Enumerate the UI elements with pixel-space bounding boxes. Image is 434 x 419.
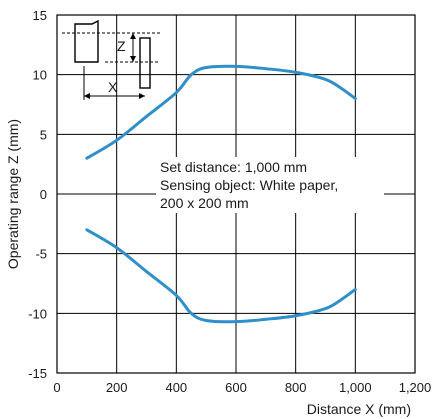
x-arrow-left xyxy=(84,93,90,99)
inset-x-label: X xyxy=(108,79,118,95)
upper-range-curve xyxy=(85,64,357,160)
x-tick-label: 400 xyxy=(165,380,187,395)
annotation-line-2: Sensing object: White paper, xyxy=(160,177,338,193)
tick-label-layer: 0 200 400 600 800 1,000 1,200 15 10 5 0 -5 -10 -15 xyxy=(28,8,431,395)
y-tick-label: -15 xyxy=(28,366,47,381)
y-tick-label: 15 xyxy=(33,8,47,23)
y-axis-title: Operating range Z (mm) xyxy=(5,119,21,269)
x-arrow-right xyxy=(139,93,145,99)
x-tick-label: 800 xyxy=(285,380,307,395)
setup-schematic: Z X xyxy=(62,19,160,100)
curve-layer xyxy=(85,64,357,324)
annotation-line-1: Set distance: 1,000 mm xyxy=(160,159,307,175)
sensor-body xyxy=(74,19,99,63)
inset-z-label: Z xyxy=(117,38,126,54)
y-tick-label: -10 xyxy=(28,306,47,321)
x-axis-title: Distance X (mm) xyxy=(307,401,411,417)
x-tick-label: 1,200 xyxy=(399,380,432,395)
z-arrow-up xyxy=(130,33,136,39)
y-tick-label: 0 xyxy=(40,187,47,202)
x-tick-label: 600 xyxy=(225,380,247,395)
x-tick-label: 1,000 xyxy=(339,380,372,395)
target-plate xyxy=(139,37,151,89)
annotation-background xyxy=(156,157,384,213)
y-tick-label: 10 xyxy=(33,68,47,83)
annotation-line-3: 200 x 200 mm xyxy=(160,195,249,211)
z-arrow-down xyxy=(130,56,136,62)
lower-range-curve xyxy=(85,228,357,324)
y-tick-label: -5 xyxy=(35,247,47,262)
x-tick-label: 0 xyxy=(53,380,60,395)
grid-layer xyxy=(56,14,416,374)
x-tick-label: 200 xyxy=(106,380,128,395)
y-tick-label: 5 xyxy=(40,127,47,142)
